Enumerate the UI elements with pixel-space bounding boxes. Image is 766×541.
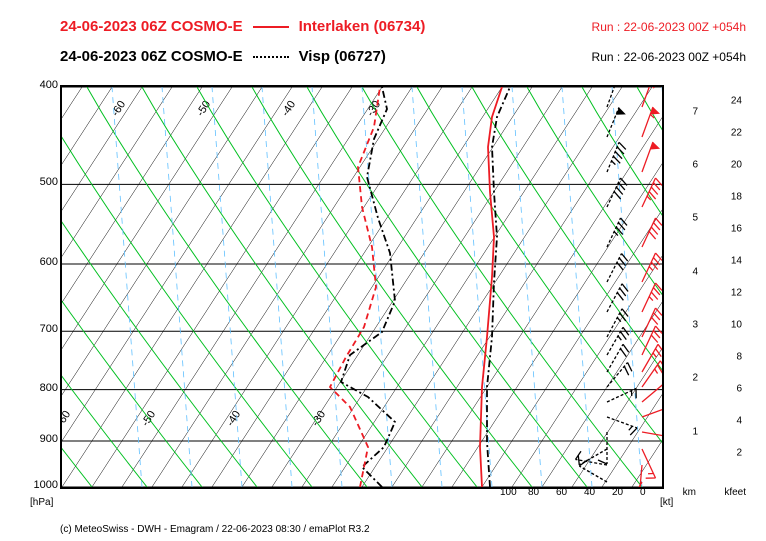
header2-date: 24-06-2023 06Z COSMO-E <box>60 48 243 65</box>
header2-run: Run : 22-06-2023 00Z +054h <box>592 50 746 64</box>
footer-credit: (c) MeteoSwiss - DWH - Emagram / 22-06-2… <box>60 524 370 535</box>
header1-run: Run : 22-06-2023 00Z +054h <box>592 20 746 34</box>
pressure-unit: [hPa] <box>30 497 53 508</box>
ytick: 500 <box>40 176 58 188</box>
kftick: 12 <box>731 288 742 299</box>
km-axis: 1 2 3 4 5 6 7 <box>678 85 698 485</box>
kftick: 10 <box>731 320 742 331</box>
kmtick: 5 <box>692 213 698 224</box>
kftick: 16 <box>731 224 742 235</box>
kttick: 0 <box>640 487 646 498</box>
svg-text:-60: -60 <box>62 409 73 429</box>
pressure-axis: 4005006007008009001000 <box>30 85 58 485</box>
kfeet-unit: kfeet <box>724 487 746 498</box>
kftick: 8 <box>736 352 742 363</box>
header2-station: Visp (06727) <box>299 48 386 65</box>
kftick: 4 <box>736 416 742 427</box>
ytick: 700 <box>40 323 58 335</box>
kfeet-axis: 24681012141618202224 <box>714 85 742 485</box>
kttick: 100 <box>500 487 517 498</box>
emagram-container: 24-06-2023 06Z COSMO-E Interlaken (06734… <box>0 0 766 541</box>
kmtick: 7 <box>692 106 698 117</box>
kftick: 20 <box>731 160 742 171</box>
chart-header: 24-06-2023 06Z COSMO-E Interlaken (06734… <box>0 0 766 80</box>
plot-svg: -60-60-50-50-40-40-30-30 <box>62 87 662 487</box>
ytick: 900 <box>40 433 58 445</box>
svg-text:-30: -30 <box>364 99 383 119</box>
kftick: 2 <box>736 448 742 459</box>
emagram-plot: -60-60-50-50-40-40-30-30 <box>60 85 664 489</box>
kftick: 18 <box>731 192 742 203</box>
kt-axis: 100 80 60 40 20 0 <box>60 487 660 501</box>
svg-text:-60: -60 <box>109 99 128 119</box>
kttick: 20 <box>612 487 623 498</box>
ytick: 400 <box>40 79 58 91</box>
kftick: 24 <box>731 96 742 107</box>
kttick: 60 <box>556 487 567 498</box>
svg-text:-50: -50 <box>194 99 213 119</box>
kmtick: 2 <box>692 373 698 384</box>
kftick: 14 <box>731 256 742 267</box>
kftick: 6 <box>736 384 742 395</box>
kmtick: 3 <box>692 320 698 331</box>
ytick: 800 <box>40 382 58 394</box>
header1-date: 24-06-2023 06Z COSMO-E <box>60 18 243 35</box>
kmtick: 6 <box>692 160 698 171</box>
ytick: 600 <box>40 256 58 268</box>
km-unit: km <box>683 487 696 498</box>
kt-unit: [kt] <box>660 497 673 508</box>
svg-text:-40: -40 <box>224 409 243 429</box>
ytick: 1000 <box>34 479 58 491</box>
kttick: 40 <box>584 487 595 498</box>
kmtick: 4 <box>692 266 698 277</box>
kttick: 80 <box>528 487 539 498</box>
kmtick: 1 <box>692 426 698 437</box>
kftick: 22 <box>731 128 742 139</box>
header1-station: Interlaken (06734) <box>299 18 426 35</box>
legend1-line <box>253 26 289 28</box>
legend2-line <box>253 56 289 58</box>
